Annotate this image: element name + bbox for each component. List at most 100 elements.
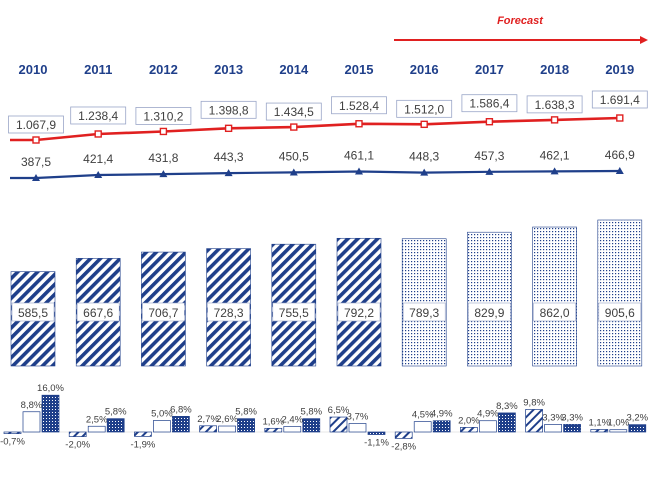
growth-label: 1,6% bbox=[262, 416, 284, 427]
growth-label: 2,0% bbox=[458, 415, 480, 426]
data-label: 421,4 bbox=[83, 152, 113, 166]
growth-label: -1,9% bbox=[130, 439, 155, 450]
bar-label-box bbox=[533, 302, 576, 322]
data-label: 466,9 bbox=[605, 148, 635, 162]
growth-label: 2,4% bbox=[281, 414, 303, 425]
growth-label: 9,8% bbox=[523, 397, 545, 408]
bar-label-box bbox=[11, 302, 55, 322]
growth-label: 3,3% bbox=[542, 412, 564, 423]
growth-label: 2,6% bbox=[216, 414, 238, 425]
growth-bar bbox=[218, 425, 236, 433]
growth-label: 16,0% bbox=[37, 383, 64, 394]
data-label: 1.691,4 bbox=[600, 93, 640, 107]
line-point bbox=[616, 114, 624, 122]
line-point bbox=[550, 116, 559, 124]
bar-label-box bbox=[337, 302, 381, 322]
year-label: 2012 bbox=[149, 62, 178, 77]
bar-label-box bbox=[142, 302, 185, 322]
growth-bar bbox=[172, 416, 190, 433]
year-label: 2013 bbox=[214, 62, 243, 77]
data-label: 443,3 bbox=[214, 150, 244, 164]
forecast-label: Forecast bbox=[497, 15, 544, 27]
growth-label: 4,5% bbox=[412, 410, 434, 421]
data-label: 1.528,4 bbox=[339, 99, 379, 113]
bar-label: 667,6 bbox=[83, 306, 113, 320]
line-point bbox=[94, 171, 103, 179]
line-point bbox=[615, 167, 624, 174]
growth-bar bbox=[3, 431, 22, 434]
bar bbox=[597, 219, 643, 367]
growth-label: 3,7% bbox=[347, 411, 369, 422]
bar-label: 792,2 bbox=[344, 306, 374, 320]
data-label: 1.586,4 bbox=[469, 97, 509, 111]
bar-label: 862,0 bbox=[540, 306, 570, 320]
growth-bar bbox=[394, 431, 413, 439]
data-label: 1.638,3 bbox=[535, 98, 575, 112]
bar-label: 706,7 bbox=[148, 306, 178, 320]
year-label: 2016 bbox=[410, 62, 439, 77]
data-label: 387,5 bbox=[21, 155, 51, 169]
bar-label-box bbox=[598, 302, 642, 322]
growth-label: 6,8% bbox=[170, 404, 192, 415]
data-label: 448,3 bbox=[409, 150, 439, 164]
growth-bar bbox=[367, 431, 386, 435]
data-label-box bbox=[265, 102, 322, 121]
growth-bar bbox=[413, 421, 432, 433]
year-label: 2010 bbox=[19, 62, 48, 77]
bar-label-box bbox=[76, 302, 120, 322]
line-point bbox=[550, 167, 559, 175]
growth-bar bbox=[460, 427, 478, 433]
growth-bar bbox=[199, 425, 217, 433]
growth-label: 1,0% bbox=[607, 418, 629, 429]
growth-label: 5,8% bbox=[300, 407, 322, 418]
growth-bar bbox=[153, 420, 171, 433]
bar-label: 585,5 bbox=[18, 306, 48, 320]
bar bbox=[532, 226, 577, 367]
growth-bar bbox=[544, 424, 562, 433]
growth-label: 8,3% bbox=[496, 401, 518, 412]
data-label-box bbox=[70, 106, 127, 125]
data-label: 450,5 bbox=[279, 149, 309, 163]
line-point bbox=[485, 118, 494, 126]
line-point bbox=[289, 168, 298, 176]
data-label: 462,1 bbox=[540, 148, 570, 162]
line-point bbox=[32, 174, 40, 181]
growth-label: -1,1% bbox=[364, 438, 389, 449]
growth-bar bbox=[106, 418, 125, 433]
year-label: 2015 bbox=[345, 62, 374, 77]
bar-label-box bbox=[468, 302, 511, 322]
bar-label-box bbox=[272, 302, 316, 322]
data-label: 1.434,5 bbox=[274, 105, 314, 119]
growth-bar bbox=[348, 423, 367, 433]
growth-bar bbox=[264, 427, 283, 433]
year-label: 2018 bbox=[540, 62, 569, 77]
line-point bbox=[355, 167, 363, 175]
growth-bar bbox=[432, 420, 451, 433]
line-point bbox=[32, 136, 40, 144]
line-point bbox=[420, 168, 429, 176]
growth-bar bbox=[329, 416, 348, 433]
data-label-box bbox=[396, 99, 453, 118]
bar-label-box bbox=[207, 302, 250, 322]
growth-label: 3,2% bbox=[626, 413, 648, 424]
growth-bar bbox=[283, 426, 302, 433]
line-point bbox=[224, 124, 233, 133]
growth-label: 8,8% bbox=[21, 400, 43, 411]
bar bbox=[467, 231, 512, 367]
growth-label: 5,8% bbox=[105, 407, 127, 418]
line-point bbox=[159, 127, 168, 136]
growth-label: 3,3% bbox=[561, 412, 583, 423]
growth-bar bbox=[87, 425, 106, 433]
growth-label: 2,5% bbox=[86, 414, 108, 425]
bar-label: 728,3 bbox=[214, 306, 244, 320]
growth-label: 2,7% bbox=[197, 414, 219, 425]
data-label-box bbox=[591, 90, 648, 109]
growth-label: 1,1% bbox=[588, 417, 610, 428]
growth-label: 4,9% bbox=[431, 409, 453, 420]
year-label: 2014 bbox=[279, 62, 309, 77]
bar-label-box bbox=[402, 302, 446, 322]
year-label: 2011 bbox=[84, 62, 112, 77]
growth-bar bbox=[563, 424, 581, 433]
growth-label: 4,9% bbox=[477, 409, 499, 420]
